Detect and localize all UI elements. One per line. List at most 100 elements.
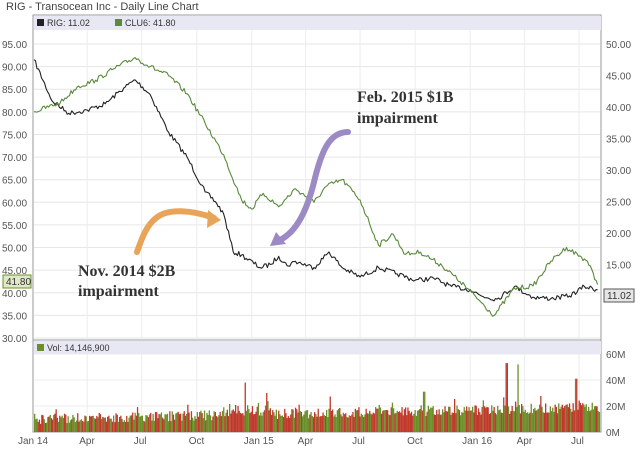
volume-bar	[77, 413, 79, 432]
volume-bar	[552, 407, 554, 432]
volume-bar	[288, 417, 291, 432]
volume-bar	[69, 420, 72, 432]
volume-bar	[126, 415, 128, 432]
left-axis-ticks: 95.00 90.00 85.00 80.00 75.00 70.00 65.00 60.00…	[2, 40, 27, 345]
volume-bar	[370, 413, 372, 432]
volume-bar	[181, 420, 183, 432]
x-tick-label: Jan 16	[462, 436, 492, 447]
volume-bar	[74, 422, 76, 432]
legend: RIG: 11.02 CLU6: 41.80	[37, 18, 176, 28]
volume-bar	[336, 410, 338, 432]
volume-bar	[415, 415, 417, 432]
x-tick-label: Jul	[571, 436, 584, 447]
volume-bar	[366, 413, 368, 432]
volume-bar	[37, 421, 39, 432]
volume-bar	[491, 405, 493, 432]
volume-bar	[202, 418, 204, 432]
volume-bar	[570, 408, 572, 432]
volume-bar	[241, 413, 243, 432]
volume-bar	[237, 405, 239, 432]
volume-bar	[108, 415, 110, 432]
volume-bar	[250, 411, 252, 432]
volume-bar	[312, 417, 315, 432]
volume-bar	[377, 408, 379, 432]
volume-bar	[75, 420, 78, 432]
volume-bar	[140, 415, 142, 432]
volume-bar	[217, 417, 219, 432]
volume-bar	[121, 418, 123, 432]
volume-bar	[539, 404, 541, 432]
volume-bar	[86, 421, 88, 432]
volume-bar	[138, 412, 140, 432]
volume-bar	[387, 410, 389, 432]
volume-bar	[414, 410, 416, 432]
volume-bar	[438, 409, 440, 432]
legend-label-rig: RIG: 11.02	[47, 18, 90, 28]
volume-bar	[257, 402, 260, 432]
volume-bar	[117, 421, 120, 432]
volume-bar	[439, 414, 441, 432]
volume-bar	[428, 409, 431, 432]
volume-bar	[518, 405, 520, 432]
volume-bar	[421, 410, 423, 432]
volume-bar	[405, 407, 407, 432]
price-gridlines	[34, 30, 600, 339]
right-tick-label: 50.00	[606, 40, 631, 51]
volume-bar	[239, 412, 242, 432]
volume-bar	[592, 409, 595, 432]
volume-bar	[154, 412, 157, 432]
volume-bar	[68, 422, 70, 432]
volume-bar	[332, 409, 334, 432]
volume-bar	[534, 407, 536, 432]
volume-bar	[123, 420, 125, 432]
volume-bar	[397, 412, 400, 432]
volume-bar	[107, 416, 109, 432]
volume-bar	[151, 420, 153, 432]
volume-bar	[390, 407, 392, 432]
volume-bar	[512, 410, 514, 432]
volume-bar	[56, 417, 58, 432]
volume-bar	[531, 413, 534, 432]
volume-bar	[223, 407, 225, 432]
volume-bar	[454, 399, 456, 432]
volume-bar	[400, 412, 402, 432]
right-axis-ticks: 50.00 45.00 40.00 35.00 30.00 25.00 20.00 15.00…	[606, 40, 631, 303]
volume-bar	[46, 422, 48, 432]
volume-bar	[63, 413, 66, 432]
volume-bar	[407, 407, 409, 432]
left-tick-label: 70.00	[2, 153, 27, 164]
volume-bar	[91, 416, 93, 432]
volume-bar	[183, 411, 185, 432]
volume-bar	[42, 415, 44, 432]
volume-bar	[346, 417, 348, 432]
volume-bar	[343, 414, 346, 432]
volume-bar	[548, 412, 550, 432]
left-tick-label: 90.00	[2, 63, 27, 74]
last-value-badge-left: 41.80	[2, 274, 32, 289]
left-tick-label: 40.00	[2, 289, 27, 300]
volume-bar	[71, 419, 73, 432]
volume-bar	[146, 415, 148, 432]
volume-bar	[328, 408, 330, 432]
volume-bar	[382, 410, 384, 432]
volume-bar	[528, 413, 530, 432]
volume-bar	[175, 413, 177, 432]
volume-bar	[41, 414, 43, 432]
volume-bar	[177, 411, 179, 432]
volume-bar	[145, 415, 147, 432]
volume-bar	[236, 413, 238, 432]
volume-bar	[326, 409, 328, 432]
volume-bar	[300, 412, 303, 432]
x-tick-label: Jul	[352, 436, 365, 447]
volume-bar	[493, 407, 495, 432]
volume-bar	[150, 412, 152, 432]
volume-bar	[184, 415, 187, 432]
volume-bar	[269, 408, 271, 432]
left-tick-label: 35.00	[2, 311, 27, 322]
volume-bar	[278, 410, 280, 432]
legend-swatch-clu6	[115, 19, 122, 26]
volume-bar	[433, 414, 435, 432]
volume-bar	[536, 409, 538, 432]
series-line-clu6	[34, 57, 599, 317]
